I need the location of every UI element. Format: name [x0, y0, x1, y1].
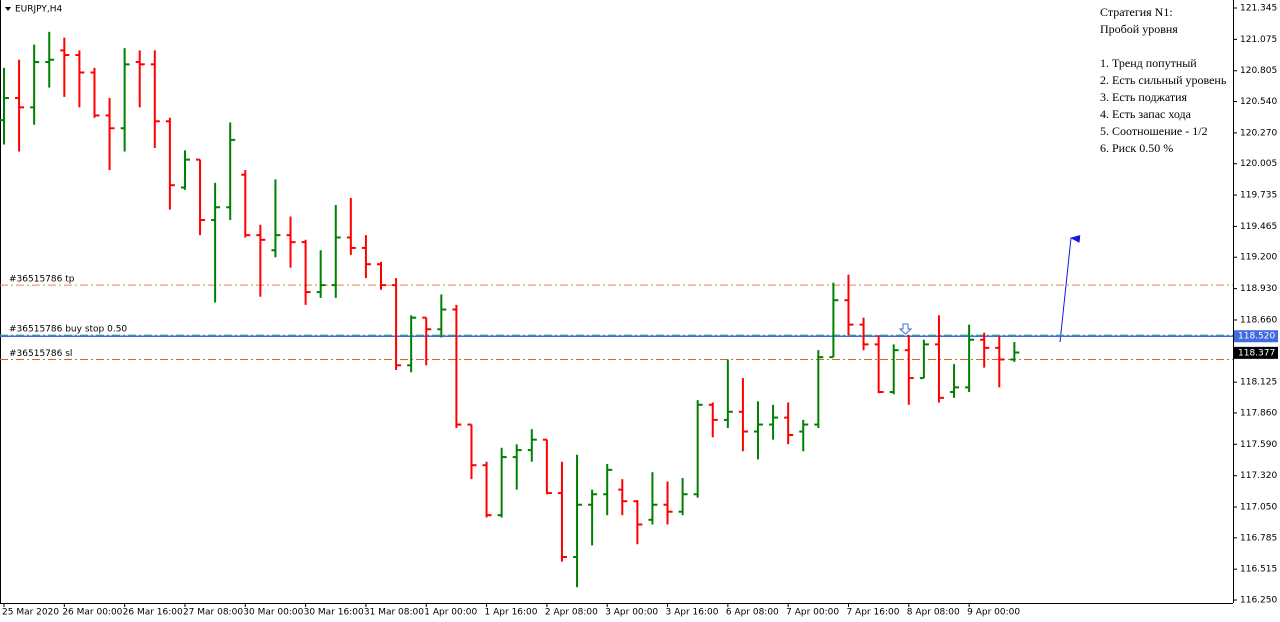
y-tick-label: 116.250 [1240, 596, 1277, 606]
x-tick-label: 1 Apr 16:00 [485, 608, 538, 618]
y-tick-label: 121.075 [1240, 35, 1277, 45]
x-tick-label: 26 Mar 00:00 [62, 608, 122, 618]
y-tick-label: 116.515 [1240, 565, 1277, 575]
y-tick-label: 120.005 [1240, 159, 1277, 169]
annotation-item: 6. Риск 0.50 % [1100, 141, 1173, 155]
order-label: #36515786 buy stop 0.50 [9, 325, 127, 335]
y-tick-label: 120.270 [1240, 128, 1277, 138]
y-tick-label: 117.050 [1240, 503, 1277, 513]
y-tick-label: 119.200 [1240, 253, 1277, 263]
x-tick-label: 7 Apr 00:00 [786, 608, 839, 618]
title-marker [5, 7, 11, 11]
x-tick-label: 1 Apr 00:00 [424, 608, 477, 618]
y-tick-label: 121.345 [1240, 4, 1277, 14]
order-label: #36515786 tp [9, 275, 75, 285]
x-tick-label: 26 Mar 16:00 [123, 608, 183, 618]
y-tick-label: 119.735 [1240, 191, 1277, 201]
y-tick-label: 118.930 [1240, 284, 1277, 294]
x-tick-label: 9 Apr 00:00 [967, 608, 1020, 618]
annotation-item: 4. Есть запас хода [1100, 107, 1192, 121]
x-tick-label: 30 Mar 16:00 [304, 608, 364, 618]
annotation-heading: Пробой уровня [1100, 22, 1178, 36]
y-tick-label: 120.540 [1240, 97, 1277, 107]
y-tick-label: 119.465 [1240, 222, 1277, 232]
order-arrow [898, 323, 913, 335]
x-tick-label: 8 Apr 08:00 [907, 608, 960, 618]
price-tag-label: 118.377 [1238, 348, 1275, 358]
x-tick-label: 6 Apr 08:00 [726, 608, 779, 618]
annotation-item: 2. Есть сильный уровень [1100, 73, 1227, 87]
y-tick-label: 118.125 [1240, 378, 1277, 388]
y-tick-label: 118.660 [1240, 315, 1277, 325]
x-tick-label: 30 Mar 00:00 [243, 608, 303, 618]
annotation-item: 1. Тренд попутный [1100, 56, 1197, 70]
y-tick-label: 117.320 [1240, 471, 1277, 481]
x-tick-label: 25 Mar 2020 [2, 608, 59, 618]
y-tick-label: 117.590 [1240, 440, 1277, 450]
chart-title: EURJPY,H4 [15, 5, 63, 15]
price-tag-label: 118.520 [1238, 332, 1275, 342]
y-tick-label: 116.785 [1240, 533, 1277, 543]
annotation-item: 3. Есть поджатия [1100, 90, 1188, 104]
y-tick-label: 120.805 [1240, 66, 1277, 76]
x-tick-label: 31 Mar 08:00 [364, 608, 424, 618]
order-label: #36515786 sl [9, 349, 72, 359]
annotation-heading: Стратегия N1: [1100, 5, 1173, 19]
x-tick-label: 3 Apr 16:00 [666, 608, 719, 618]
x-tick-label: 27 Mar 08:00 [183, 608, 243, 618]
x-tick-label: 3 Apr 00:00 [605, 608, 658, 618]
annotation-item: 5. Соотношение - 1/2 [1100, 124, 1208, 138]
y-tick-label: 117.860 [1240, 408, 1277, 418]
direction-arrow [1059, 234, 1081, 343]
price-tag [1234, 330, 1278, 343]
price-tag [1234, 346, 1278, 359]
x-tick-label: 7 Apr 16:00 [846, 608, 899, 618]
x-tick-label: 2 Apr 08:00 [545, 608, 598, 618]
